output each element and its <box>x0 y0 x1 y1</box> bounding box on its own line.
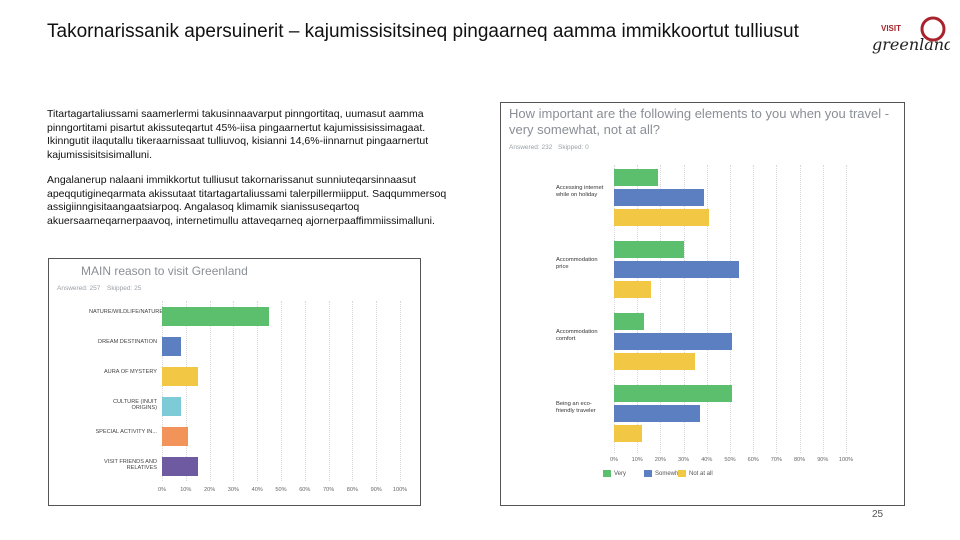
travel-elements-legend-item: Somewhat <box>644 470 683 477</box>
travel-elements-bar <box>614 241 684 258</box>
main-reason-tick: 30% <box>227 487 239 493</box>
main-reason-bar <box>162 336 182 356</box>
travel-elements-tick: 40% <box>701 457 713 463</box>
travel-elements-category-label: Accommodation comfort <box>556 329 598 342</box>
travel-elements-answered: Answered: 232 <box>509 144 553 151</box>
travel-elements-gridline <box>683 165 685 453</box>
main-reason-gridline <box>257 301 259 481</box>
main-reason-gridline <box>281 301 282 481</box>
travel-elements-skipped: Skipped: 0 <box>558 144 589 151</box>
paragraph-1: Titartagartaliussami saamerlermi takusin… <box>47 108 429 161</box>
legend-label: Somewhat <box>655 470 684 477</box>
travel-elements-bar <box>614 169 659 186</box>
main-reason-gridline <box>400 301 401 481</box>
main-reason-bar <box>162 306 270 326</box>
main-reason-gridline <box>185 301 187 481</box>
travel-elements-chart: How important are the following elements… <box>500 102 905 506</box>
travel-elements-legend-item: Very <box>603 470 626 477</box>
legend-swatch <box>644 470 652 477</box>
travel-elements-bar <box>614 385 733 402</box>
main-reason-tick: 100% <box>392 487 408 493</box>
travel-elements-tick: 20% <box>654 457 666 463</box>
main-reason-category-label: DREAM DESTINATION <box>98 339 157 345</box>
main-reason-tick: 90% <box>370 487 382 493</box>
main-reason-category-label: SPECIAL ACTIVITY IN... <box>95 429 157 435</box>
travel-elements-gridline <box>753 165 755 453</box>
main-reason-gridline <box>352 301 354 481</box>
travel-elements-bar <box>614 281 652 298</box>
main-reason-answered: Answered: 257 <box>57 285 101 292</box>
main-reason-bar <box>162 426 189 446</box>
travel-elements-bar <box>614 261 740 278</box>
travel-elements-tick: 0% <box>609 457 619 463</box>
travel-elements-tick: 60% <box>747 457 759 463</box>
travel-elements-bar <box>614 209 710 226</box>
main-reason-category-label: AURA OF MYSTERY <box>103 369 157 375</box>
slide-title: Takornarissanik apersuinerit – kajumissi… <box>47 21 799 42</box>
main-reason-gridline <box>209 301 211 481</box>
main-reason-skipped: Skipped: 25 <box>107 285 142 292</box>
legend-label: Not at all <box>689 470 713 477</box>
travel-elements-tick: 50% <box>724 457 736 463</box>
main-reason-gridline <box>162 301 163 481</box>
legend-swatch <box>678 470 686 477</box>
page-number: 25 <box>872 509 884 520</box>
main-reason-gridline <box>233 301 235 481</box>
main-reason-tick: 20% <box>203 487 216 493</box>
travel-elements-gridline <box>706 165 708 453</box>
travel-elements-legend-item: Not at all <box>678 470 713 477</box>
travel-elements-gridline <box>637 165 639 453</box>
main-reason-bar <box>162 456 198 476</box>
main-reason-category-label: NATURE/WILDLIFE/NATURE <box>89 309 164 315</box>
legend-label: Very <box>614 470 627 477</box>
travel-elements-bar <box>614 405 700 422</box>
travel-elements-category-label: Accommodation price <box>556 257 598 270</box>
travel-elements-gridline <box>660 165 662 453</box>
travel-elements-tick: 10% <box>631 457 643 463</box>
main-reason-tick: 80% <box>346 487 358 493</box>
main-reason-chart: MAIN reason to visit Greenland Answered:… <box>48 258 421 506</box>
travel-elements-gridline <box>799 165 801 453</box>
travel-elements-chart-title: How important are the following elements… <box>509 106 890 137</box>
travel-elements-tick: 90% <box>817 457 829 463</box>
main-reason-gridline <box>304 301 306 481</box>
travel-elements-tick: 30% <box>677 457 690 463</box>
travel-elements-tick: 70% <box>770 457 782 463</box>
logo-visit-text: VISIT <box>881 24 901 33</box>
main-reason-bar <box>162 396 182 416</box>
travel-elements-bar <box>614 333 733 350</box>
visit-greenland-logo: VISIT greenland <box>868 12 954 58</box>
travel-elements-gridline <box>730 165 731 453</box>
travel-elements-gridline <box>846 165 847 453</box>
main-reason-tick: 0% <box>157 487 167 493</box>
travel-elements-category-label: Accessing internet while on holiday <box>556 185 604 198</box>
main-reason-tick: 50% <box>275 487 287 493</box>
travel-elements-bar <box>614 189 705 206</box>
logo-greenland-text: greenland <box>872 35 950 54</box>
travel-elements-gridline <box>614 165 615 453</box>
paragraph-2: Angalanerup nalaani immikkortut tulliusu… <box>47 174 447 227</box>
main-reason-tick: 10% <box>180 487 192 493</box>
main-reason-tick: 40% <box>251 487 263 493</box>
main-reason-bar <box>162 366 198 386</box>
legend-swatch <box>603 470 611 477</box>
travel-elements-bar <box>614 425 642 442</box>
travel-elements-gridline <box>822 165 824 453</box>
travel-elements-gridline <box>776 165 778 453</box>
main-reason-category-label: CULTURE (INUIT ORIGINS) <box>112 399 157 412</box>
logo-ring <box>920 16 946 42</box>
main-reason-chart-title: MAIN reason to visit Greenland <box>81 264 248 278</box>
main-reason-gridline <box>376 301 378 481</box>
main-reason-tick: 60% <box>299 487 311 493</box>
travel-elements-category-label: Being an eco-friendly traveler <box>556 401 596 414</box>
main-reason-tick: 70% <box>322 487 335 493</box>
travel-elements-bar <box>614 353 696 370</box>
main-reason-gridline <box>328 301 330 481</box>
travel-elements-tick: 80% <box>793 457 806 463</box>
travel-elements-tick: 100% <box>838 457 854 463</box>
travel-elements-bar <box>614 313 645 330</box>
main-reason-category-label: VISIT FRIENDS AND RELATIVES <box>103 459 157 472</box>
